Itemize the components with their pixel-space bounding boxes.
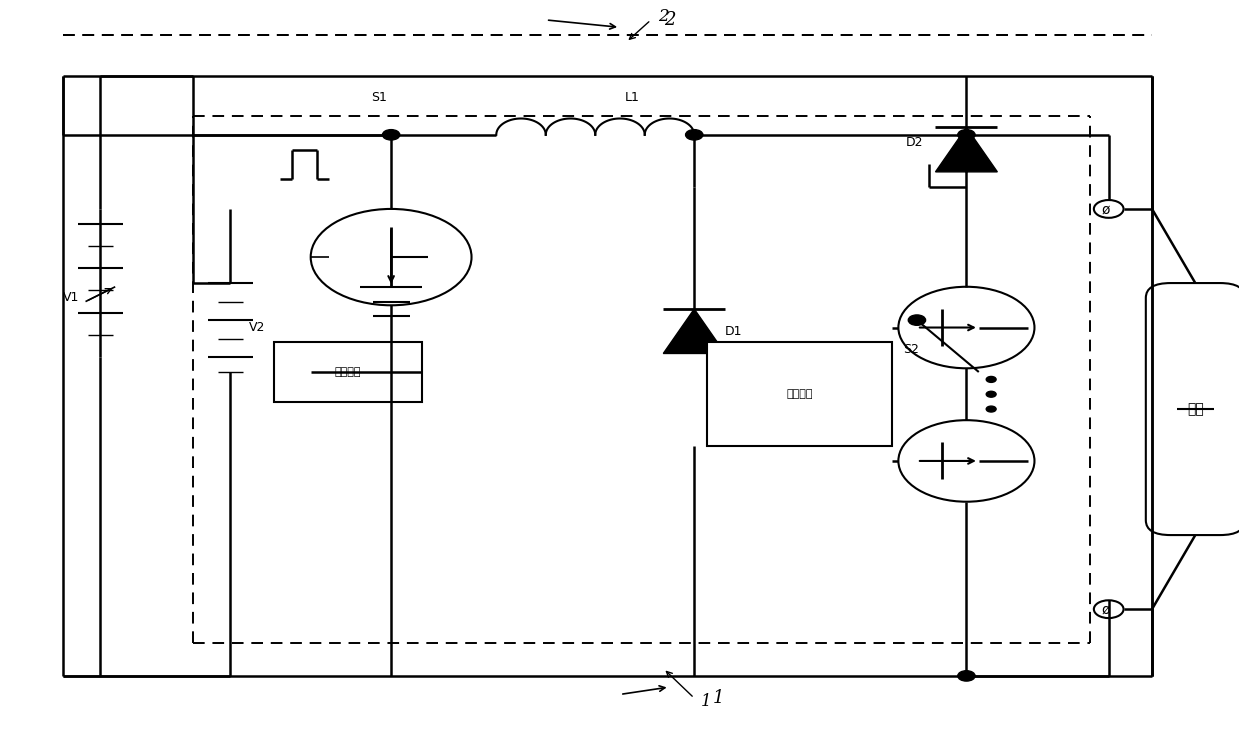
Text: 驱动电路: 驱动电路 [335, 367, 361, 377]
Text: S2: S2 [903, 343, 919, 356]
Text: 2: 2 [663, 11, 676, 29]
Circle shape [957, 129, 975, 140]
Circle shape [986, 391, 996, 397]
Circle shape [986, 406, 996, 412]
Circle shape [986, 376, 996, 382]
Polygon shape [935, 127, 997, 172]
Text: 2: 2 [658, 7, 668, 25]
Polygon shape [663, 309, 725, 353]
Text: S1: S1 [371, 92, 387, 104]
Text: D2: D2 [905, 135, 923, 149]
Circle shape [686, 129, 703, 140]
Text: V2: V2 [249, 321, 265, 334]
Circle shape [908, 315, 925, 325]
Text: D1: D1 [725, 324, 743, 338]
Text: 负载: 负载 [1187, 402, 1204, 416]
Text: 1: 1 [702, 693, 712, 711]
FancyBboxPatch shape [1146, 283, 1240, 535]
Text: ø: ø [1102, 603, 1111, 617]
FancyBboxPatch shape [707, 342, 893, 446]
Text: L1: L1 [625, 92, 640, 104]
Circle shape [957, 670, 975, 681]
Text: V1: V1 [63, 292, 79, 304]
Text: ø: ø [1102, 202, 1111, 217]
FancyBboxPatch shape [274, 342, 422, 402]
Circle shape [382, 129, 399, 140]
Text: 1: 1 [713, 689, 724, 707]
Text: 驱动电路: 驱动电路 [786, 389, 812, 400]
